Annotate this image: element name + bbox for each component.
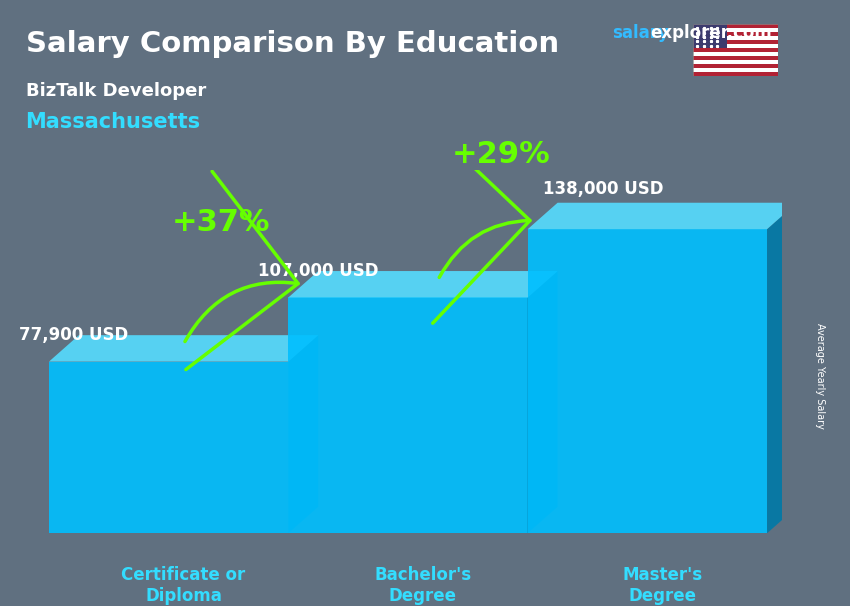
- Bar: [693, 56, 778, 60]
- Bar: [693, 68, 778, 72]
- Text: +29%: +29%: [452, 140, 551, 168]
- Bar: [49, 362, 288, 533]
- Bar: [693, 24, 778, 28]
- Polygon shape: [288, 335, 318, 533]
- Text: 77,900 USD: 77,900 USD: [19, 326, 128, 344]
- Text: 138,000 USD: 138,000 USD: [542, 181, 663, 198]
- Bar: [693, 36, 778, 40]
- Polygon shape: [528, 271, 558, 533]
- Bar: [693, 44, 778, 48]
- Bar: [693, 40, 778, 44]
- Text: BizTalk Developer: BizTalk Developer: [26, 82, 206, 100]
- Bar: [693, 52, 778, 56]
- Text: Certificate or
Diploma: Certificate or Diploma: [122, 566, 246, 605]
- Text: +37%: +37%: [172, 208, 270, 237]
- Text: Massachusetts: Massachusetts: [26, 112, 201, 132]
- Bar: [693, 60, 778, 64]
- Text: Salary Comparison By Education: Salary Comparison By Education: [26, 30, 558, 58]
- Bar: [288, 298, 528, 533]
- Text: Master's
Degree: Master's Degree: [622, 566, 702, 605]
- Polygon shape: [767, 203, 797, 533]
- Text: salary: salary: [612, 24, 669, 42]
- Bar: [693, 48, 778, 52]
- Bar: [693, 32, 778, 36]
- Text: 107,000 USD: 107,000 USD: [258, 262, 379, 280]
- Bar: [693, 64, 778, 68]
- Bar: [693, 72, 778, 76]
- Bar: [693, 24, 727, 48]
- Text: Average Yearly Salary: Average Yearly Salary: [815, 323, 825, 428]
- Bar: [693, 28, 778, 32]
- Text: explorer.com: explorer.com: [650, 24, 772, 42]
- FancyArrowPatch shape: [428, 123, 530, 323]
- Bar: [528, 229, 767, 533]
- Text: Bachelor's
Degree: Bachelor's Degree: [374, 566, 472, 605]
- Polygon shape: [528, 203, 797, 229]
- Polygon shape: [49, 335, 318, 362]
- Polygon shape: [288, 271, 558, 298]
- FancyArrowPatch shape: [185, 171, 298, 370]
